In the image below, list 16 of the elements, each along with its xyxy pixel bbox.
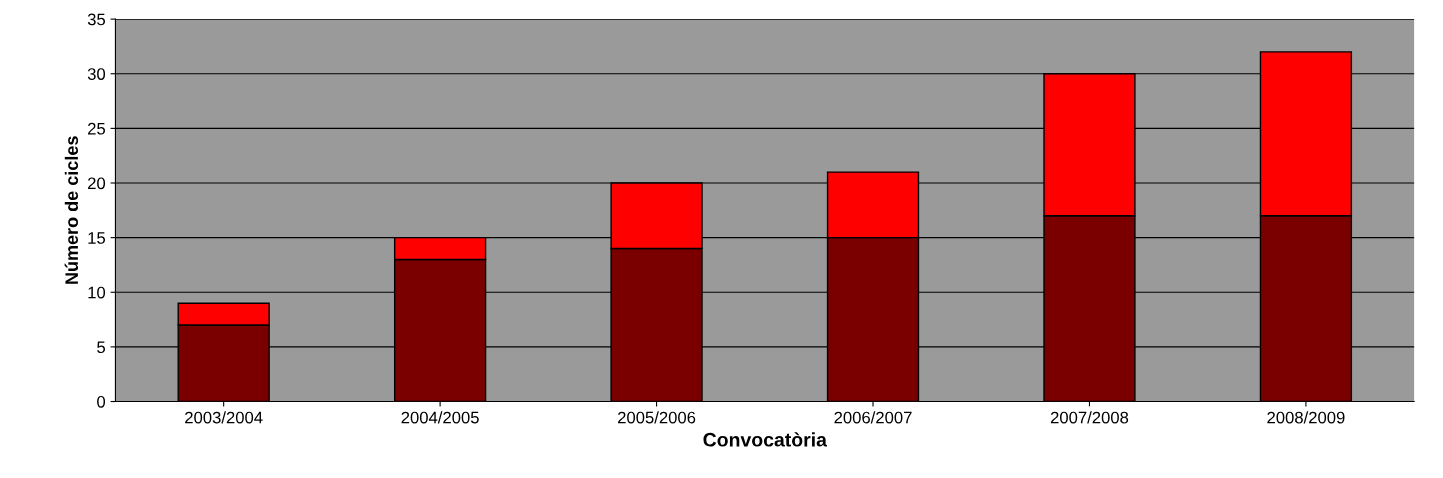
x-tick-label: 2003/2004: [185, 411, 263, 424]
x-axis-title: Convocatòria: [703, 432, 828, 447]
y-tick-label: 30: [87, 68, 106, 80]
x-tick-label: 2007/2008: [1050, 411, 1129, 424]
x-tick-label: 2006/2007: [834, 411, 912, 424]
y-tick-label: 5: [97, 341, 106, 354]
y-tick-label: 10: [88, 286, 106, 299]
x-tick-label: 2005/2006: [618, 411, 696, 424]
y-tick-label: 20: [88, 177, 106, 190]
y-tick-label: 15: [88, 232, 106, 244]
y-tick-label: 25: [88, 122, 106, 135]
y-tick-label: 35: [87, 13, 106, 26]
x-tick-label: 2008/2009: [1267, 411, 1345, 424]
y-axis-title: Número de cicles: [64, 136, 79, 284]
x-tick-label: 2004/2005: [401, 411, 479, 424]
y-tick-label: 0: [97, 395, 106, 408]
